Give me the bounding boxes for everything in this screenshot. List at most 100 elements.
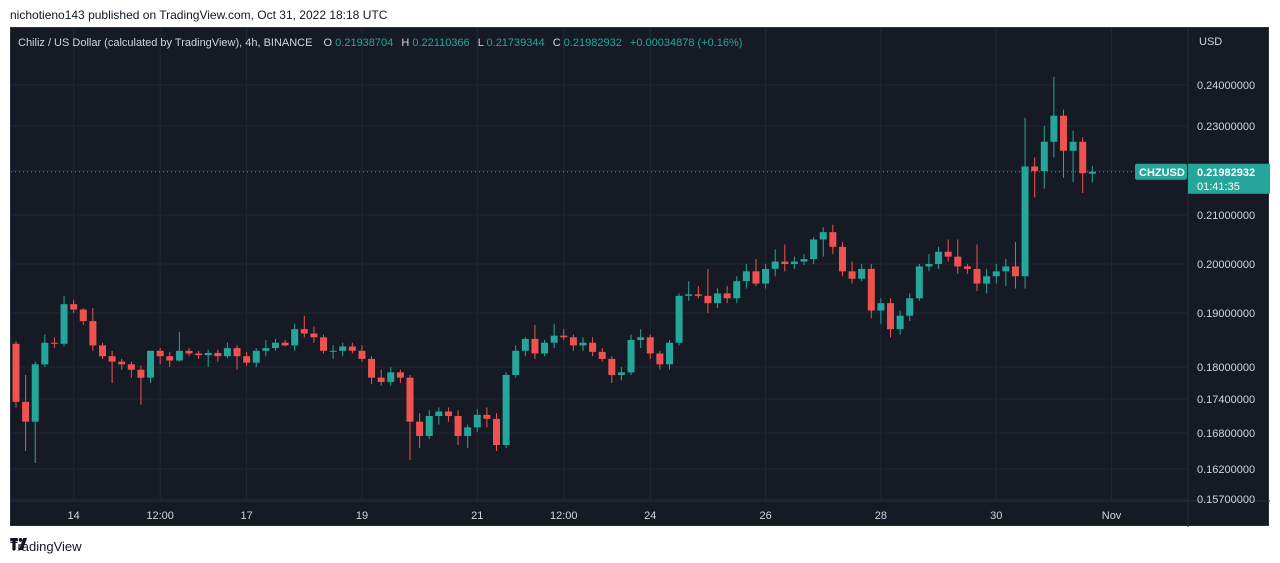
time-tick-10: Nov [1102,510,1122,522]
candle-74 [723,286,731,304]
candle-86 [838,241,846,277]
candle-48 [473,409,481,432]
candle-58 [569,334,577,351]
candle-49 [483,407,491,428]
candle-73 [714,288,722,309]
candle-body-63 [617,372,625,375]
candle-100 [973,244,981,291]
candle-body-110 [1069,141,1077,151]
candle-body-22 [223,348,231,357]
time-tick-3: 19 [356,510,368,522]
candle-84 [819,227,827,257]
candle-28 [281,340,289,347]
candle-54 [531,324,539,359]
candle-69 [675,293,683,346]
candle-body-74 [723,293,731,299]
candle-body-66 [646,337,654,354]
candle-body-14 [147,350,155,378]
tradingview-logo-icon [10,538,28,550]
legend-o-label: O [324,37,333,49]
candle-24 [243,351,251,366]
candle-body-90 [877,303,885,311]
candle-22 [223,342,231,359]
chart-frame[interactable]: 0.240000000.230000000.220000000.21000000… [10,27,1270,527]
candle-55 [541,340,549,357]
candle-16 [166,351,174,367]
time-tick-8: 28 [875,510,887,522]
legend-c-label: C [553,37,561,49]
time-axis: 14 12:00 17 19 21 12:00 24 26 28 30 Nov [68,510,1122,522]
candle-51 [502,372,510,448]
candle-79 [771,249,779,277]
candle-61 [598,348,606,362]
candle-112 [1088,166,1096,183]
candle-body-15 [156,350,164,357]
price-tick-4: 0.20000000 [1197,259,1255,271]
time-tick-0: 14 [68,510,80,522]
price-tag-countdown: 01:41:35 [1197,181,1240,193]
candle-body-32 [320,337,328,351]
candle-body-92 [896,315,904,330]
candle-body-5 [60,304,68,344]
candle-43 [425,410,433,439]
candle-body-107 [1040,141,1048,171]
price-tick-8: 0.16800000 [1197,428,1255,440]
candle-103 [1002,259,1010,287]
candle-81 [790,256,798,269]
legend-open: 0.21938704 [335,37,393,49]
candle-body-23 [233,348,241,357]
candle-body-17 [175,350,183,361]
candle-110 [1069,130,1077,182]
candlestick-chart[interactable]: 0.240000000.230000000.220000000.21000000… [11,28,1270,527]
candle-body-20 [204,352,212,356]
candle-82 [800,254,808,265]
candle-body-83 [810,239,818,260]
time-tick-7: 26 [759,510,771,522]
candle-body-33 [329,350,337,352]
candle-body-43 [425,416,433,436]
candle-3 [41,334,49,367]
candle-32 [320,334,328,354]
axis-currency: USD [1199,36,1222,48]
candle-34 [339,342,347,357]
candle-body-87 [848,271,856,279]
candle-67 [656,350,664,370]
legend-high: 0.22110366 [412,37,469,49]
candle-body-50 [493,418,500,445]
footer: TradingView [10,538,82,554]
candle-body-29 [291,329,299,346]
candle-body-8 [89,321,97,346]
candle-body-10 [108,356,116,362]
candle-body-11 [118,361,126,365]
candle-body-51 [502,375,510,445]
candle-body-13 [137,369,145,378]
candle-body-42 [416,421,424,436]
candle-body-70 [685,294,693,296]
candle-body-21 [214,352,222,357]
candle-body-71 [694,294,702,296]
candle-9 [98,342,106,359]
candle-33 [329,345,337,359]
candle-42 [416,413,424,448]
candle-body-24 [243,356,251,363]
time-tick-9: 30 [990,510,1002,522]
candle-40 [396,369,404,383]
candle-47 [464,424,472,448]
candle-body-55 [541,342,549,354]
candle-body-67 [656,353,664,365]
candle-1 [22,375,30,451]
candle-15 [156,348,164,365]
candle-38 [377,369,385,386]
candle-body-81 [790,261,798,264]
candle-63 [617,367,625,381]
candle-52 [512,345,520,378]
candle-body-108 [1050,115,1058,142]
candle-body-28 [281,342,289,346]
candle-0 [12,341,20,408]
candle-body-56 [550,335,558,343]
candle-body-36 [358,350,366,359]
price-tag-bg [1188,163,1270,194]
candle-body-69 [675,295,683,343]
price-axis: 0.240000000.230000000.220000000.21000000… [1197,80,1255,506]
candle-57 [560,329,568,340]
